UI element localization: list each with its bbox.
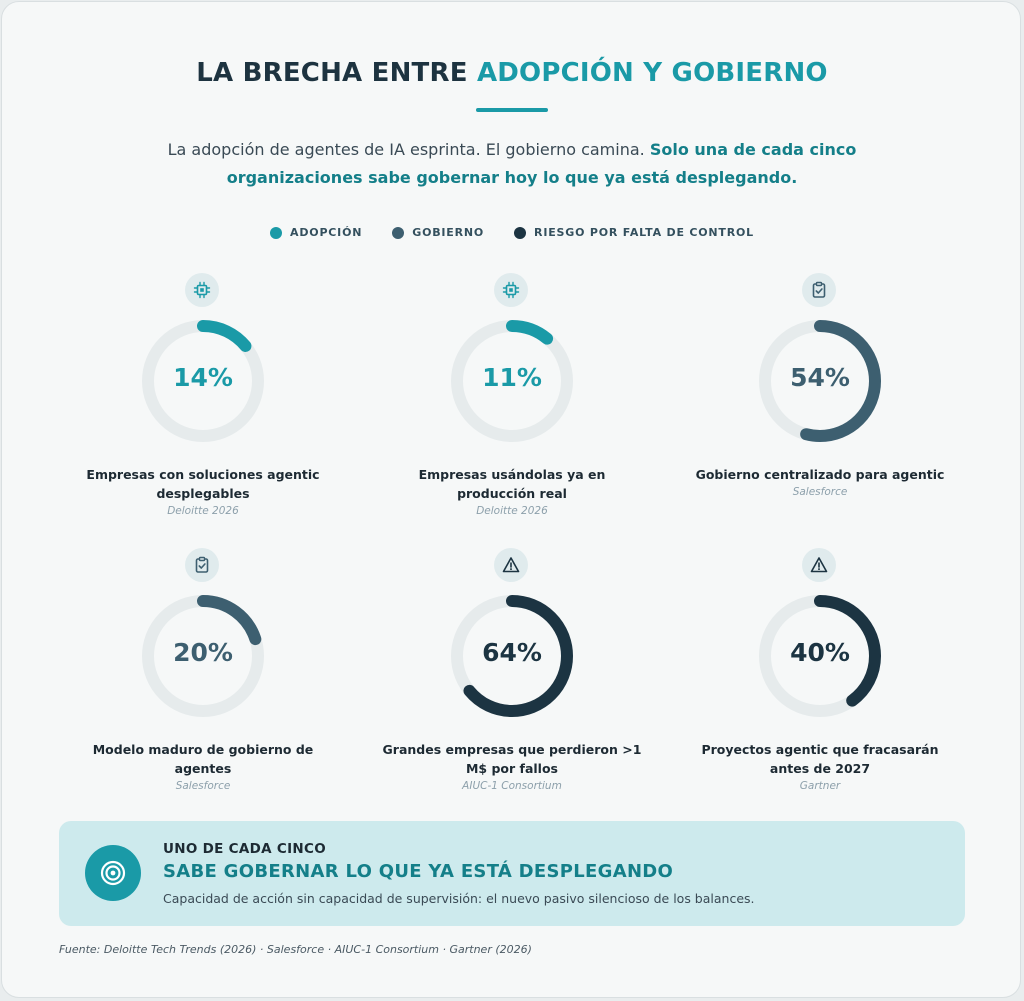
- legend-item-gobierno: GOBIERNO: [392, 226, 484, 239]
- stat-label: Grandes empresas que perdieron >1 M$ por…: [382, 742, 642, 776]
- stat-label: Empresas usándolas ya en producción real: [418, 467, 606, 501]
- stat-value: 14%: [173, 363, 233, 392]
- clipboard-check-icon-badge: [802, 273, 836, 307]
- subtitle: La adopción de agentes de IA esprinta. E…: [130, 136, 894, 192]
- warning-icon-badge: [802, 548, 836, 582]
- stat-source: Salesforce: [792, 486, 848, 498]
- title-underline: [476, 108, 548, 112]
- donut-chart: [142, 320, 264, 442]
- callout-banner: UNO DE CADA CINCO SABE GOBERNAR LO QUE Y…: [59, 821, 965, 926]
- chip-icon-badge: [185, 273, 219, 307]
- stat-value: 54%: [790, 363, 850, 392]
- stat-source: Deloitte 2026: [167, 505, 239, 517]
- subtitle-plain: La adopción de agentes de IA esprinta. E…: [167, 140, 645, 159]
- warning-icon-badge: [494, 548, 528, 582]
- stat-value: 64%: [482, 638, 542, 667]
- donut-arc-gobierno: [142, 595, 264, 717]
- legend-label: GOBIERNO: [412, 226, 485, 239]
- clipboard-check-icon-badge: [185, 548, 219, 582]
- legend: ADOPCIÓN GOBIERNO RIESGO POR FALTA DE CO…: [0, 226, 1024, 239]
- legend-item-adopcion: ADOPCIÓN: [270, 226, 362, 239]
- chip-icon-badge: [494, 273, 528, 307]
- donut-chart: [451, 320, 573, 442]
- stat-label: Gobierno centralizado para agentic: [695, 467, 945, 482]
- chip-icon: [193, 281, 211, 299]
- legend-item-riesgo: RIESGO POR FALTA DE CONTROL: [514, 226, 754, 239]
- donut-chart: [759, 320, 881, 442]
- donut-arc-riesgo: [451, 595, 573, 717]
- stat-label: Modelo maduro de gobierno de agentes: [92, 742, 314, 776]
- donut-arc-adopcion: [142, 320, 264, 442]
- page-title: LA BRECHA ENTRE ADOPCIÓN Y GOBIERNO: [0, 58, 1024, 88]
- warning-icon: [810, 557, 828, 573]
- stat-label: Empresas con soluciones agentic desplega…: [86, 467, 320, 501]
- donut-arc-riesgo: [759, 595, 881, 717]
- donut-arc-gobierno: [759, 320, 881, 442]
- clipboard-check-icon: [812, 281, 826, 298]
- stat-source: AIUC-1 Consortium: [462, 780, 562, 792]
- target-icon: [85, 845, 141, 901]
- title-main: LA BRECHA ENTRE: [196, 58, 468, 88]
- clipboard-check-icon: [195, 556, 209, 573]
- donut-arc-adopcion: [451, 320, 573, 442]
- source-footnote: Fuente: Deloitte Tech Trends (2026) · Sa…: [59, 943, 532, 956]
- warning-icon: [502, 557, 520, 573]
- callout-headline: SABE GOBERNAR LO QUE YA ESTÁ DESPLEGANDO: [163, 861, 674, 882]
- callout-description: Capacidad de acción sin capacidad de sup…: [163, 891, 755, 906]
- stat-value: 20%: [173, 638, 233, 667]
- legend-dot: [392, 226, 405, 239]
- title-accent: ADOPCIÓN Y GOBIERNO: [476, 58, 828, 88]
- donut-chart: [451, 595, 573, 717]
- legend-dot: [270, 226, 283, 239]
- stat-label: Proyectos agentic que fracasarán antes d…: [701, 742, 939, 776]
- callout-kicker: UNO DE CADA CINCO: [163, 841, 326, 857]
- stat-source: Deloitte 2026: [476, 505, 548, 517]
- donut-chart: [142, 595, 264, 717]
- stat-value: 40%: [790, 638, 850, 667]
- subtitle-strong: Solo una de cada cinco organizaciones sa…: [226, 140, 857, 187]
- legend-dot: [514, 226, 527, 239]
- legend-label: ADOPCIÓN: [290, 226, 363, 239]
- stat-source: Salesforce: [175, 780, 231, 792]
- stat-value: 11%: [482, 363, 542, 392]
- donut-chart: [759, 595, 881, 717]
- chip-icon: [502, 281, 520, 299]
- legend-label: RIESGO POR FALTA DE CONTROL: [534, 226, 754, 239]
- stat-source: Gartner: [799, 780, 841, 792]
